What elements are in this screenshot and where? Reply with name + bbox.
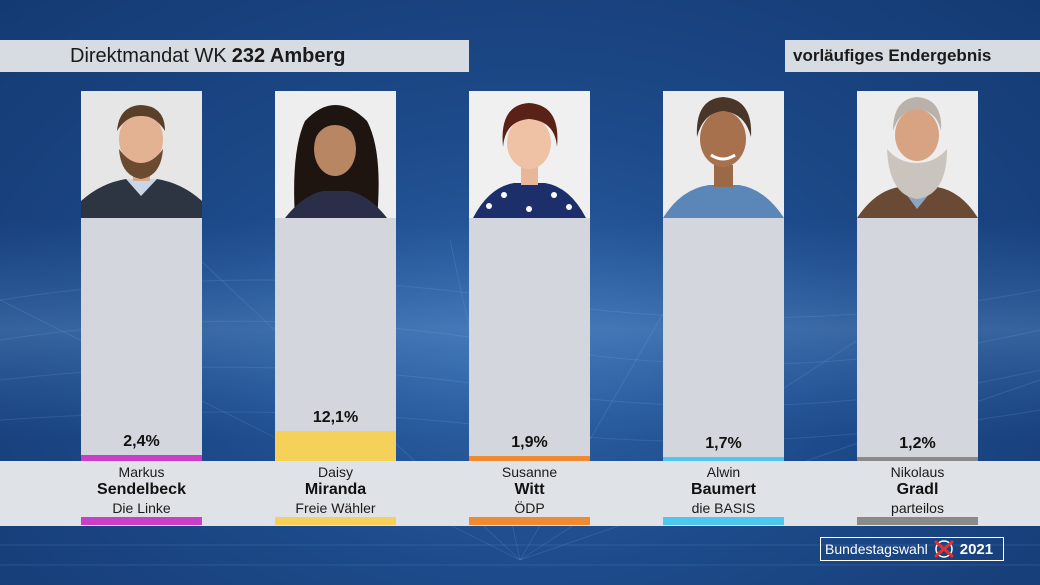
candidate-label: Markus Sendelbeck Die Linke — [81, 461, 202, 526]
candidate-label: Alwin Baumert die BASIS — [663, 461, 784, 526]
percentage-label: 12,1% — [312, 409, 359, 426]
election-logo: Bundestagswahl 2021 — [820, 537, 1004, 561]
column-gradl: 1,2% — [857, 91, 978, 461]
candidate-first-name: Daisy — [317, 464, 353, 480]
candidate-label: Nikolaus Gradl parteilos — [857, 461, 978, 526]
title-prefix: Direktmandat WK — [70, 44, 227, 67]
party-color-stripe — [663, 517, 784, 525]
candidate-first-name: Alwin — [706, 464, 741, 480]
candidate-last-name: Gradl — [896, 481, 939, 498]
percentage-label: 1,2% — [899, 435, 936, 452]
column-baumert: 1,7% — [663, 91, 784, 461]
title-constituency: 232 Amberg — [231, 44, 346, 67]
candidate-label: Susanne Witt ÖDP — [469, 461, 590, 526]
result-bar — [857, 457, 978, 461]
result-bar — [663, 457, 784, 461]
candidate-first-name: Markus — [118, 464, 165, 480]
candidate-party-name: die BASIS — [691, 500, 756, 516]
result-bar — [81, 455, 202, 461]
title-bar: Direktmandat WK 232 Amberg — [0, 40, 469, 72]
percentage-label: 1,9% — [511, 434, 548, 451]
column-miranda: 12,1% — [275, 91, 396, 461]
candidate-last-name: Baumert — [691, 481, 756, 498]
column-sendelbeck: 2,4% — [81, 91, 202, 461]
candidate-photo — [275, 91, 396, 218]
status-label: vorläufiges Endergebnis — [785, 40, 1040, 72]
ballot-cross-icon — [934, 540, 954, 558]
candidate-party-name: ÖDP — [514, 500, 545, 516]
candidate-party-name: Freie Wähler — [295, 500, 376, 516]
party-color-stripe — [857, 517, 978, 525]
candidate-photo — [663, 91, 784, 218]
candidate-party-name: parteilos — [891, 500, 944, 516]
candidate-last-name: Sendelbeck — [97, 481, 186, 498]
column-witt: 1,9% — [469, 91, 590, 461]
party-color-stripe — [469, 517, 590, 525]
candidate-first-name: Nikolaus — [890, 464, 945, 480]
candidate-party-name: Die Linke — [112, 500, 171, 516]
party-color-stripe — [275, 517, 396, 525]
candidate-last-name: Witt — [514, 481, 545, 498]
logo-year: 2021 — [959, 540, 994, 558]
candidate-photo — [81, 91, 202, 218]
name-band — [0, 461, 1040, 526]
candidate-last-name: Miranda — [304, 481, 367, 498]
party-color-stripe — [81, 517, 202, 525]
candidate-photo — [469, 91, 590, 218]
percentage-label: 1,7% — [705, 435, 742, 452]
candidate-first-name: Susanne — [501, 464, 558, 480]
candidate-photo — [857, 91, 978, 218]
result-bar — [275, 431, 396, 461]
result-bar — [469, 456, 590, 461]
logo-text: Bundestagswahl — [825, 541, 928, 557]
candidate-label: Daisy Miranda Freie Wähler — [275, 461, 396, 526]
percentage-label: 2,4% — [123, 433, 160, 450]
